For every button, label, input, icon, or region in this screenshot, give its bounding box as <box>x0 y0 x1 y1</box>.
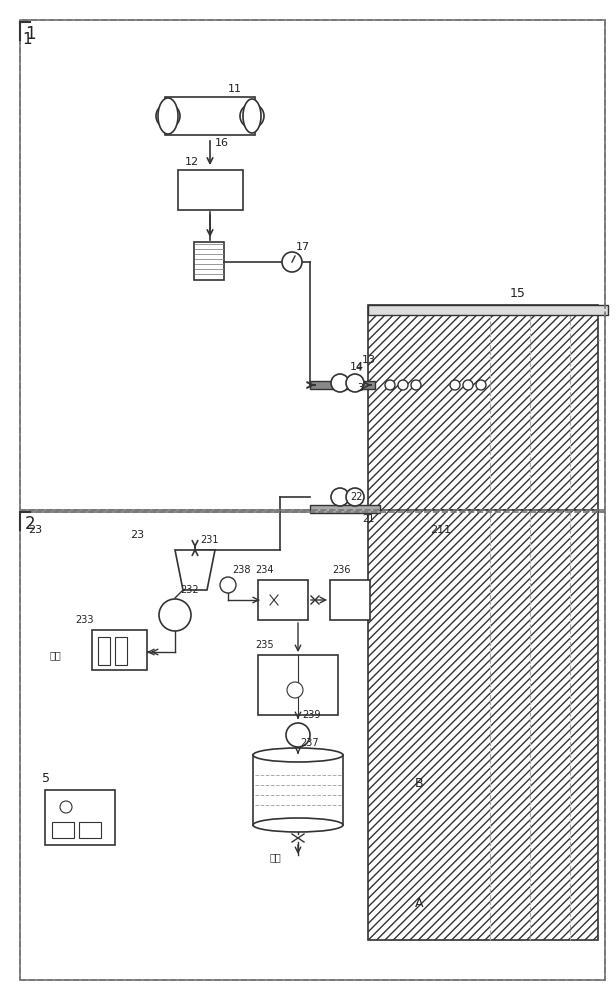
Text: 1: 1 <box>25 25 36 43</box>
Text: 22: 22 <box>350 492 362 502</box>
Bar <box>178 170 243 210</box>
Text: 237: 237 <box>300 738 318 748</box>
Circle shape <box>60 801 72 813</box>
Bar <box>368 305 598 510</box>
Bar <box>20 512 605 980</box>
Bar <box>368 510 598 940</box>
Text: 211: 211 <box>430 525 451 535</box>
Bar <box>52 822 74 838</box>
Circle shape <box>463 380 473 390</box>
Text: 2: 2 <box>25 515 36 533</box>
Circle shape <box>240 104 264 128</box>
Bar <box>20 20 605 510</box>
Bar <box>258 580 308 620</box>
Bar <box>92 630 147 670</box>
Text: 232: 232 <box>180 585 198 595</box>
Text: 17: 17 <box>296 242 310 252</box>
Text: B: B <box>415 777 424 790</box>
Polygon shape <box>175 550 215 590</box>
Text: 234: 234 <box>255 565 274 575</box>
Text: 排水: 排水 <box>270 852 282 862</box>
Circle shape <box>411 380 421 390</box>
Text: 23: 23 <box>130 530 144 540</box>
Text: 3: 3 <box>357 383 363 393</box>
Ellipse shape <box>158 98 178 134</box>
Text: 231: 231 <box>200 535 219 545</box>
Circle shape <box>156 104 180 128</box>
Bar <box>45 790 115 845</box>
Circle shape <box>346 488 364 506</box>
Circle shape <box>346 374 364 392</box>
Text: 排气: 排气 <box>50 650 62 660</box>
Ellipse shape <box>243 99 261 133</box>
Bar <box>310 381 375 389</box>
Bar <box>253 755 343 825</box>
Bar <box>20 512 605 980</box>
Ellipse shape <box>253 818 343 832</box>
Ellipse shape <box>253 748 343 762</box>
Bar <box>310 505 380 513</box>
Bar <box>98 637 110 665</box>
Bar <box>165 97 255 135</box>
Text: 11: 11 <box>228 84 242 94</box>
Text: 233: 233 <box>75 615 94 625</box>
Circle shape <box>287 682 303 698</box>
Text: 236: 236 <box>332 565 351 575</box>
Text: 235: 235 <box>255 640 274 650</box>
Bar <box>368 305 608 315</box>
Circle shape <box>159 599 191 631</box>
Text: 23: 23 <box>28 525 42 535</box>
Text: 14: 14 <box>350 362 364 372</box>
Text: 5: 5 <box>42 772 50 785</box>
Bar <box>258 655 338 715</box>
Text: 21: 21 <box>362 514 375 524</box>
Circle shape <box>476 380 486 390</box>
Bar <box>194 242 224 280</box>
Text: 12: 12 <box>185 157 199 167</box>
Circle shape <box>286 723 310 747</box>
Text: 13: 13 <box>362 355 376 365</box>
Circle shape <box>331 374 349 392</box>
Text: 239: 239 <box>302 710 320 720</box>
Circle shape <box>450 380 460 390</box>
Circle shape <box>385 380 395 390</box>
Text: A: A <box>415 897 424 910</box>
Bar <box>79 822 101 838</box>
Text: 4: 4 <box>356 363 362 373</box>
Circle shape <box>220 577 236 593</box>
Text: 16: 16 <box>215 138 229 148</box>
Text: 238: 238 <box>232 565 251 575</box>
Text: 15: 15 <box>510 287 526 300</box>
Circle shape <box>398 380 408 390</box>
Bar <box>330 580 370 620</box>
Bar <box>20 20 605 510</box>
Bar <box>115 637 127 665</box>
Circle shape <box>282 252 302 272</box>
Circle shape <box>331 488 349 506</box>
Text: 1: 1 <box>22 32 31 47</box>
